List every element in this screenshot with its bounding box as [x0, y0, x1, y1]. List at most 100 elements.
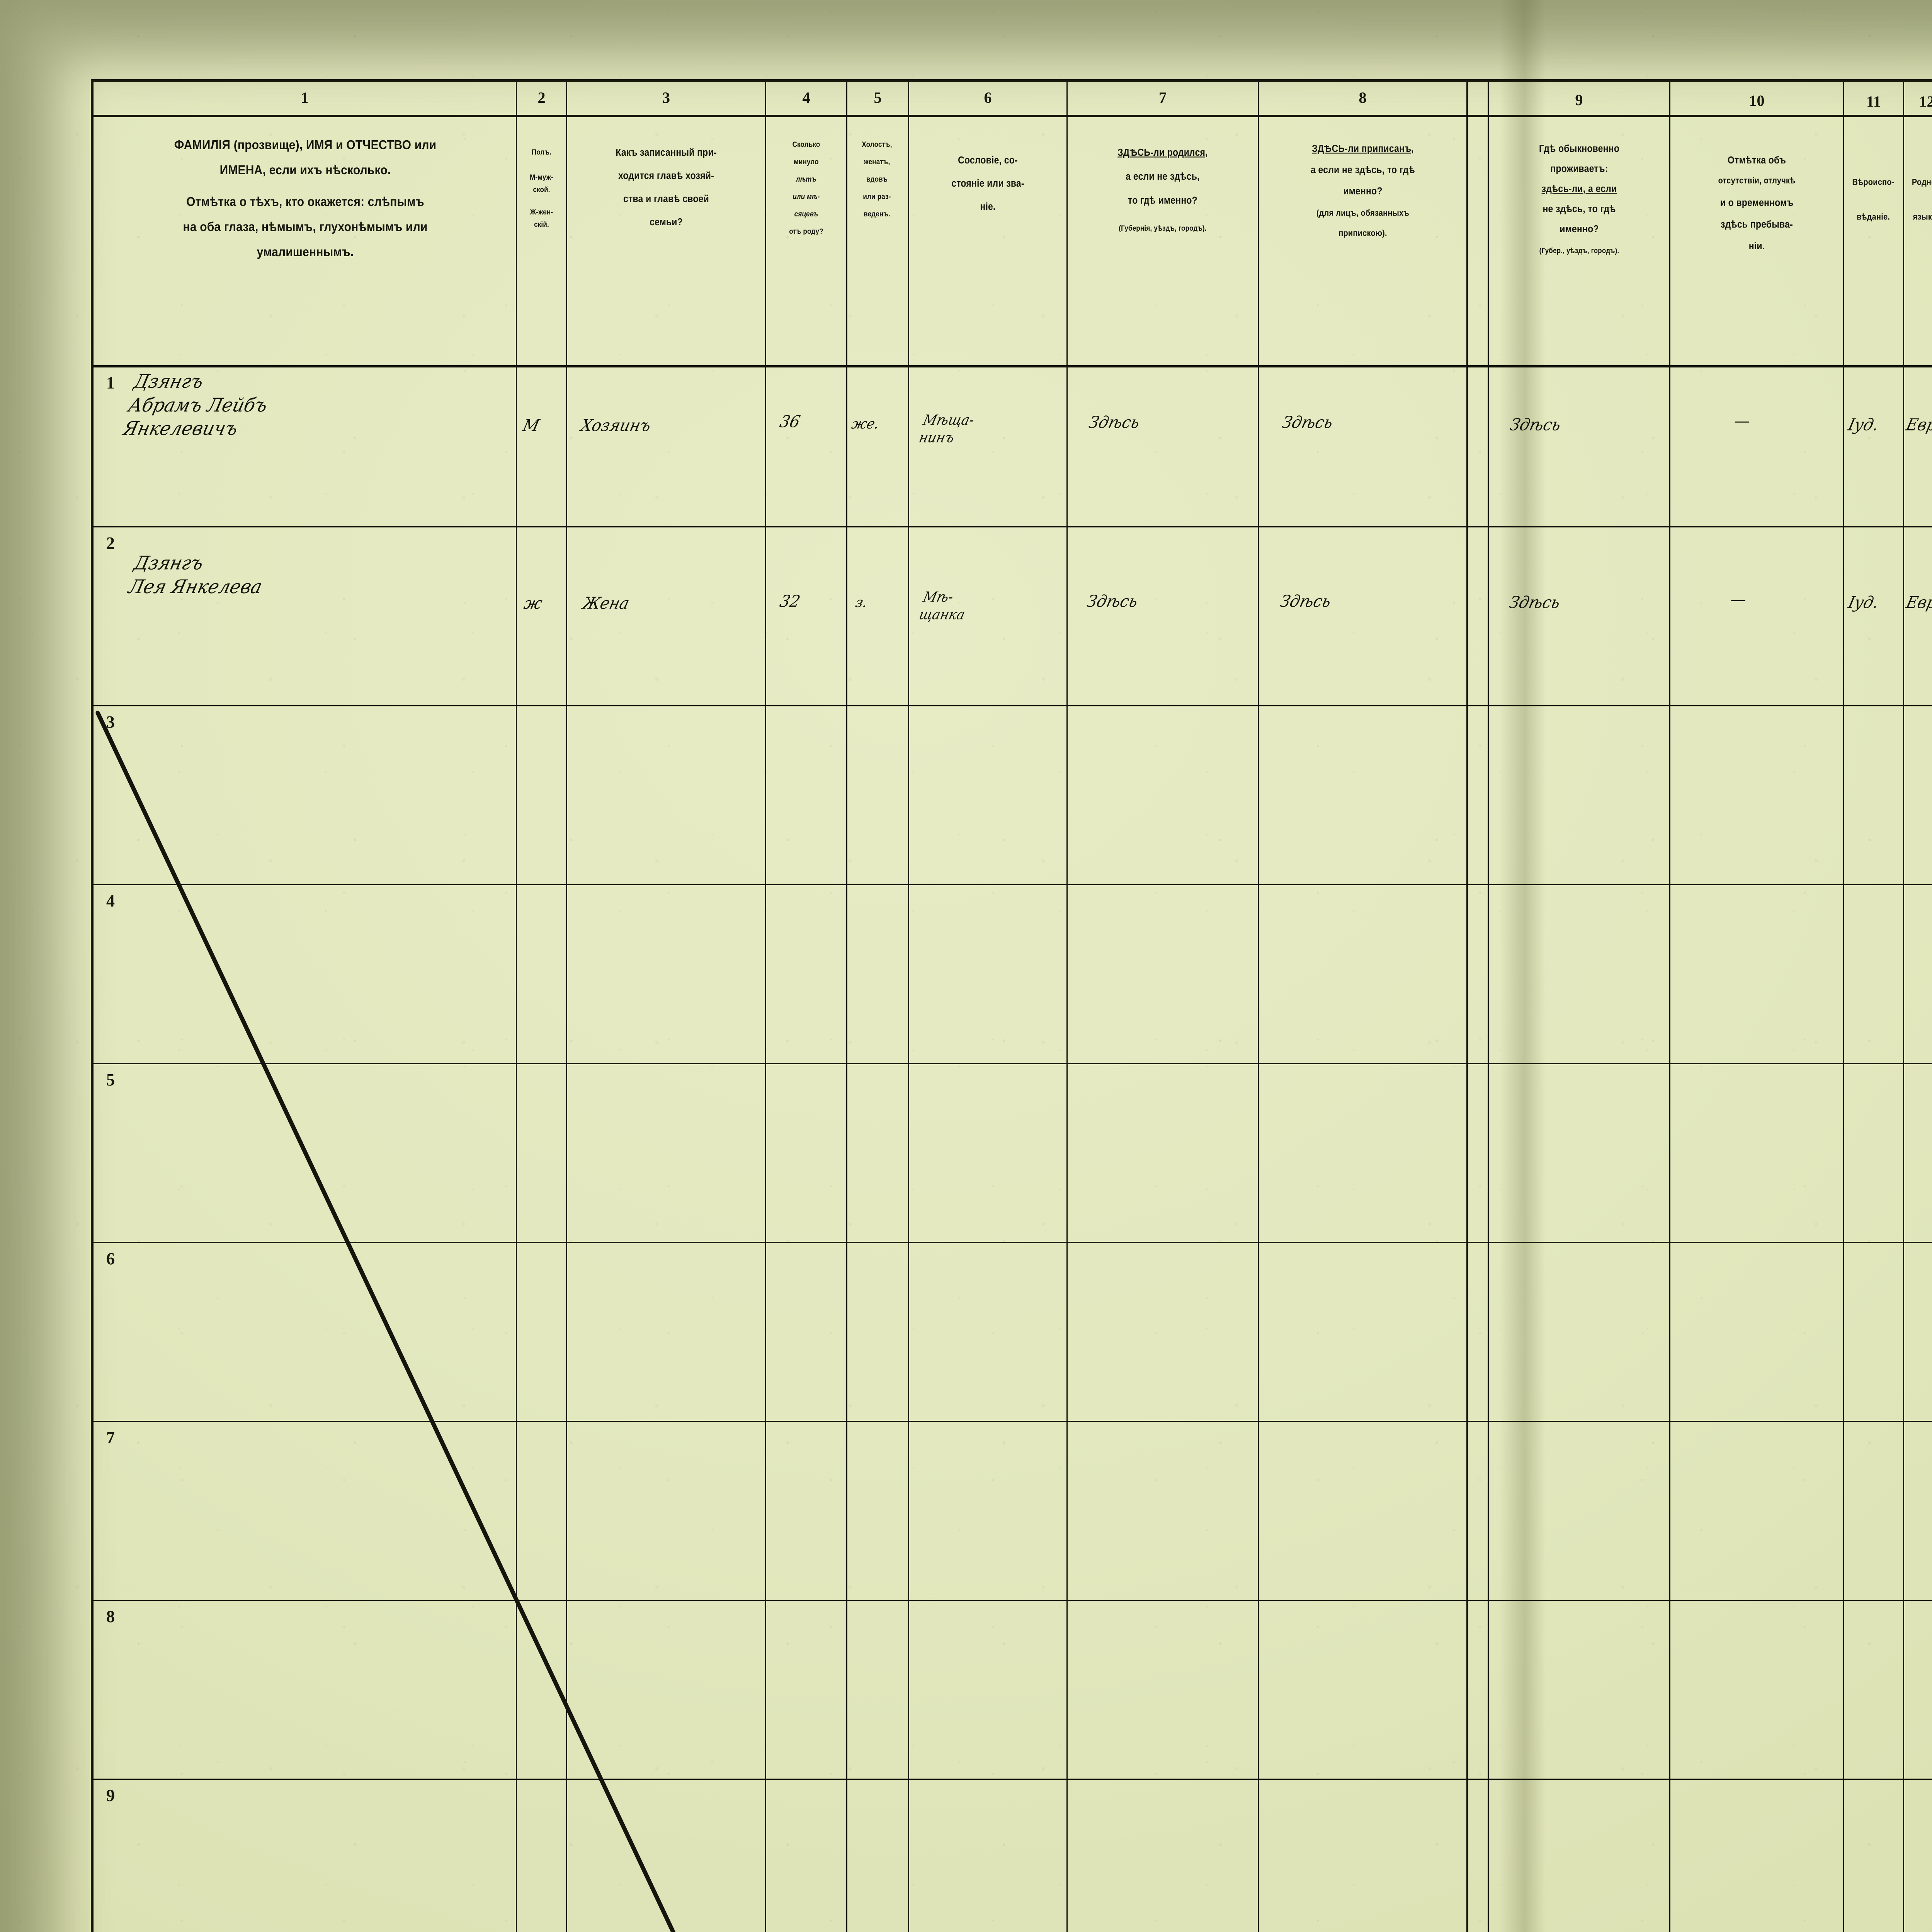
colnum-9: 9	[1575, 91, 1583, 109]
col9-header-line-1: Гдѣ обыкновенно	[1539, 143, 1620, 154]
col6-header-line-2: стояніе или зва-	[951, 177, 1024, 189]
vrule-10-11	[1843, 82, 1844, 1932]
row-sep-3	[94, 884, 1932, 885]
col7-header-line-2: а если не здѣсь,	[1126, 170, 1200, 182]
col9-header-line-2: проживаетъ:	[1550, 163, 1608, 174]
row2-absence: —	[1728, 590, 1748, 609]
table-border-left	[91, 79, 94, 1932]
colnum-5: 5	[874, 89, 882, 106]
row-sep-4	[94, 1063, 1932, 1064]
row1-birthplace: Здѣсь	[1087, 413, 1142, 432]
col7-header-line-1: ЗДѢСЬ-ли родился,	[1068, 145, 1257, 160]
col1-header-line-5: умалишеннымъ.	[257, 245, 354, 259]
col5-header-line-1: Холостъ,	[862, 140, 892, 149]
row-sep-7	[94, 1600, 1932, 1601]
col7-header-line-3: то гдѣ именно?	[1128, 194, 1197, 206]
col10-header-line-1: Отмѣтка объ	[1727, 154, 1786, 166]
row2-sex: ж	[522, 594, 544, 613]
row2-age: 32	[778, 592, 802, 611]
row-number-1: 1	[106, 373, 115, 392]
vrule-5-6	[908, 82, 909, 1932]
row-number-7: 7	[106, 1428, 115, 1447]
col10-header-line-4: здѣсь пребыва-	[1721, 218, 1793, 230]
col10-header-line-3: и о временномъ	[1720, 197, 1794, 208]
col4-header-line-1: Сколько	[792, 140, 820, 149]
row2-religion: Іуд.	[1846, 593, 1881, 612]
vrule-2-3	[566, 82, 567, 1932]
col12-header-line-1: Родной	[1912, 177, 1932, 187]
col4-header-line-3: лѣтъ	[796, 175, 816, 184]
row-number-2: 2	[106, 534, 115, 553]
row1-age: 36	[778, 412, 802, 431]
col2-header-line-5: скій.	[534, 220, 549, 229]
col12-header-line-2: языкъ.	[1913, 212, 1932, 222]
vrule-9-10	[1669, 82, 1670, 1932]
col8-header-line-5: припискою).	[1338, 228, 1387, 238]
col3-header-line-4: семьи?	[650, 216, 683, 228]
row1-residence: Здѣсь	[1508, 415, 1563, 434]
col11-header-line-1: Вѣроиспо-	[1852, 177, 1895, 187]
row-sep-8	[94, 1779, 1932, 1780]
table-border-top	[91, 79, 1932, 82]
col4-header-line-5: сяцевъ	[794, 210, 818, 218]
row-sep-6	[94, 1421, 1932, 1422]
vrule-6-7	[1066, 82, 1068, 1932]
colnum-4: 4	[802, 89, 810, 106]
col8-header-line-1: ЗДѢСЬ-ли приписанъ,	[1261, 141, 1465, 156]
col6-header-line-3: ніе.	[980, 201, 996, 212]
col10-header-line-2: отсутствіи, отлучкѣ	[1718, 176, 1796, 186]
col1-header-line-2: ИМЕНА, если ихъ нѣсколько.	[219, 163, 391, 177]
col5-header-line-5: веденъ.	[864, 210, 890, 218]
row2-birthplace: Здѣсь	[1085, 592, 1140, 611]
col9-header-line-3: здѣсь-ли, а если	[1490, 181, 1668, 197]
row1-absence: —	[1732, 412, 1752, 430]
colnum-8: 8	[1359, 89, 1367, 106]
col3-header-line-2: ходится главѣ хозяй-	[618, 170, 714, 181]
vrule-4-5	[846, 82, 847, 1932]
col9-header-line-4: не здѣсь, то гдѣ	[1543, 203, 1616, 214]
census-table: 1 2 3 4 5 6 7 8 9 10 11 12 13 14 ФАМИЛІЯ…	[91, 79, 1932, 1932]
row-sep-1	[94, 526, 1932, 527]
row-number-9: 9	[106, 1786, 115, 1805]
row1-registered: Здѣсь	[1280, 413, 1335, 432]
col9-header-line-6: (Губер., уѣздъ, городъ).	[1539, 247, 1619, 255]
cancellation-stroke	[95, 711, 676, 1932]
row2-relation: Жена	[581, 594, 631, 613]
row1-relation: Хозяинъ	[579, 416, 653, 435]
row-number-4: 4	[106, 891, 115, 910]
vrule-7-8	[1258, 82, 1259, 1932]
col2-header-line-1: Полъ.	[531, 148, 552, 156]
col9-header-line-5: именно?	[1560, 223, 1599, 235]
row-number-8: 8	[106, 1607, 115, 1626]
row2-name: Дзянгъ Лея Янкелева	[126, 552, 265, 598]
col5-header-line-2: женатъ,	[864, 158, 890, 166]
row1-sex: М	[521, 416, 541, 435]
col4-header-line-2: минуло	[794, 158, 819, 166]
col9-underline-word: здѣсь-ли, а если	[1541, 183, 1617, 194]
row1-name: Дзянгъ Абрамъ Лейбъ Янкелевичъ	[121, 370, 270, 440]
col2-header-line-4: Ж-жен-	[530, 208, 553, 216]
col8-underline-word: ЗДѢСЬ-ли приписанъ,	[1312, 143, 1414, 154]
col5-header-line-4: или раз-	[863, 192, 891, 201]
row2-marital: з.	[854, 594, 869, 611]
colnum-6: 6	[984, 89, 992, 106]
colnum-10: 10	[1749, 92, 1765, 109]
col6-header-line-1: Сословіе, со-	[958, 154, 1018, 166]
row2-language: Евр.	[1904, 593, 1932, 612]
vrule-8-9	[1466, 82, 1468, 1932]
colnum-3: 3	[662, 89, 670, 106]
col4-header-line-6: отъ роду?	[789, 227, 823, 236]
row-sep-5	[94, 1242, 1932, 1243]
col7-header-line-4: (Губернія, уѣздъ, городъ).	[1119, 224, 1207, 233]
row2-residence: Здѣсь	[1507, 593, 1562, 612]
col5-header-line-3: вдовъ	[866, 175, 888, 184]
colnum-1: 1	[301, 89, 309, 106]
row-number-6: 6	[106, 1249, 115, 1268]
row1-religion: Іуд.	[1846, 415, 1881, 434]
row1-language: Евр.	[1904, 415, 1932, 434]
vrule-1-2	[516, 82, 517, 1932]
col3-header-line-3: ства и главѣ своей	[623, 193, 709, 204]
hline-under-colnums	[94, 115, 1932, 117]
col8-header-line-2: а если не здѣсь, то гдѣ	[1310, 164, 1415, 175]
